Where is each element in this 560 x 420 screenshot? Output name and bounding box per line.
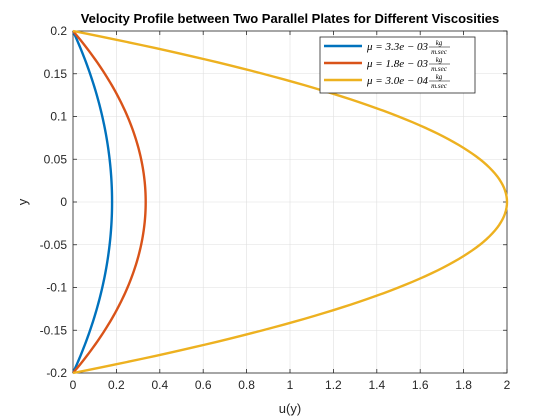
- legend-entry-2: μ = 1.8e − 03: [366, 58, 428, 70]
- chart-title: Velocity Profile between Two Parallel Pl…: [81, 11, 500, 26]
- y-tick-label: -0.1: [46, 281, 67, 295]
- legend-unit-denominator: m.sec: [431, 48, 448, 56]
- x-tick-label: 1.6: [412, 378, 429, 392]
- y-tick-label: -0.15: [40, 323, 68, 337]
- x-tick-label: 2: [504, 378, 511, 392]
- x-tick-label: 1.8: [455, 378, 472, 392]
- y-tick-label: 0.2: [50, 24, 67, 38]
- series-line-2: [72, 30, 147, 374]
- x-axis-label: u(y): [279, 401, 301, 416]
- y-axis-label: y: [15, 198, 30, 205]
- series-line-1: [71, 30, 114, 374]
- x-tick-label: 1: [287, 378, 294, 392]
- y-tick-label: 0.1: [50, 110, 67, 124]
- y-tick-label: 0: [60, 195, 67, 209]
- legend-unit-numerator: kg: [436, 39, 443, 47]
- legend-unit-numerator: kg: [436, 73, 443, 81]
- legend-entry-1: μ = 3.3e − 03: [366, 41, 428, 53]
- x-tick-label: 0.4: [151, 378, 168, 392]
- legend-unit-numerator: kg: [436, 56, 443, 64]
- y-tick-label: 0.05: [44, 152, 68, 166]
- x-tick-label: 1.2: [325, 378, 342, 392]
- axis-ticks: 0 0.2 0.4 0.6 0.8 1 1.2 1.4 1.6 1.8 2 -0.2 -0.15 -0.1…: [40, 24, 511, 392]
- y-tick-label: -0.05: [40, 238, 68, 252]
- series-line-3: [72, 29, 509, 375]
- x-tick-label: 0.2: [108, 378, 125, 392]
- series-lines: [71, 29, 509, 375]
- x-tick-label: 0: [70, 378, 77, 392]
- legend-unit-denominator: m.sec: [431, 65, 448, 73]
- x-tick-label: 1.4: [368, 378, 385, 392]
- x-tick-label: 0.8: [238, 378, 255, 392]
- y-tick-label: 0.15: [44, 67, 68, 81]
- legend-unit-denominator: m.sec: [431, 82, 448, 90]
- y-tick-label: -0.2: [46, 366, 67, 380]
- legend-entry-3: μ = 3.0e − 04: [366, 75, 428, 87]
- x-tick-label: 0.6: [195, 378, 212, 392]
